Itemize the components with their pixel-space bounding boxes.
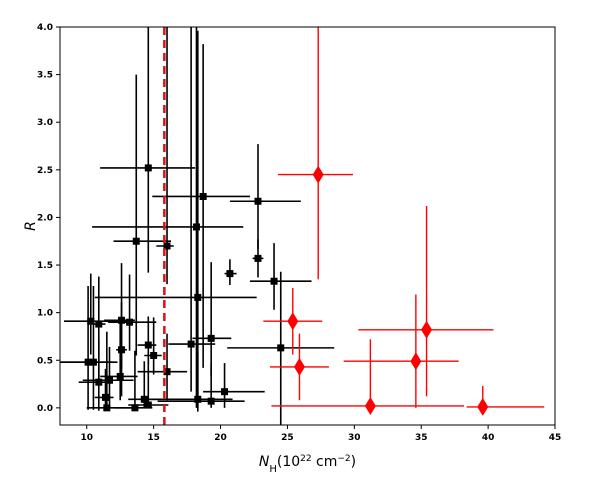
y-tick-label: 2.0	[37, 213, 53, 223]
plot-frame	[59, 26, 556, 426]
data-point-square	[221, 388, 229, 396]
data-point-diamond	[477, 397, 489, 416]
data-point-square	[144, 401, 152, 409]
axis-layer: 10 15 20 25 30 35 40 45 0.0 0.5 1.0 1.5 2.0 2.5 3.0 3.5…	[37, 23, 561, 443]
x-tick-label: 15	[147, 433, 160, 443]
data-point-square	[254, 254, 262, 262]
y-tick-label: 3.0	[37, 118, 53, 128]
data-point-square	[277, 344, 285, 352]
data-point-diamond	[287, 312, 299, 331]
data-point-square	[194, 395, 202, 403]
data-layer	[60, 27, 545, 425]
data-point-square	[144, 164, 152, 172]
data-point-diamond	[312, 165, 324, 184]
data-point-square	[270, 277, 278, 285]
data-point-square	[207, 397, 215, 405]
data-point-square	[144, 341, 152, 349]
x-tick-label: 25	[281, 433, 294, 443]
x-tick-label: 45	[549, 433, 562, 443]
data-point-square	[132, 237, 140, 245]
data-point-square	[103, 404, 111, 412]
y-tick-label: 1.5	[37, 261, 53, 271]
x-tick-label: 30	[348, 433, 361, 443]
data-point-square	[163, 242, 171, 250]
y-axis-label: R	[23, 221, 39, 231]
data-point-square	[101, 393, 109, 401]
data-point-square	[131, 404, 139, 412]
data-point-square	[126, 318, 134, 326]
x-tick-label: 35	[415, 433, 428, 443]
points-group	[60, 27, 545, 425]
data-point-square	[207, 334, 215, 342]
x-axis-label: NH(1022 cm−2)	[259, 454, 356, 475]
y-tick-label: 3.5	[37, 71, 53, 81]
data-point-square	[199, 192, 207, 200]
x-tick-label: 20	[214, 433, 227, 443]
data-point-square	[95, 378, 103, 386]
data-point-square	[226, 270, 234, 278]
data-point-square	[194, 293, 202, 301]
data-point-diamond	[410, 352, 422, 371]
data-point-square	[192, 223, 200, 231]
y-tick-label: 4.0	[37, 23, 53, 33]
data-point-diamond	[293, 357, 305, 376]
data-point-diamond	[364, 396, 376, 415]
data-point-square	[87, 317, 95, 325]
data-point-square	[106, 376, 113, 384]
y-tick-label: 2.5	[37, 166, 53, 176]
data-point-square	[116, 372, 124, 380]
data-point-square	[118, 346, 126, 354]
data-point-square	[187, 340, 195, 348]
data-point-square	[254, 197, 262, 205]
data-point-square	[163, 368, 171, 376]
data-point-square	[95, 320, 103, 328]
data-point-diamond	[421, 320, 433, 339]
data-point-square	[150, 351, 158, 359]
y-tick-label: 0.5	[37, 356, 53, 366]
data-point-square	[89, 358, 97, 366]
x-tick-label: 10	[80, 433, 93, 443]
y-tick-label: 0.0	[37, 404, 53, 414]
x-tick-label: 40	[482, 433, 495, 443]
y-tick-label: 1.0	[37, 309, 53, 319]
